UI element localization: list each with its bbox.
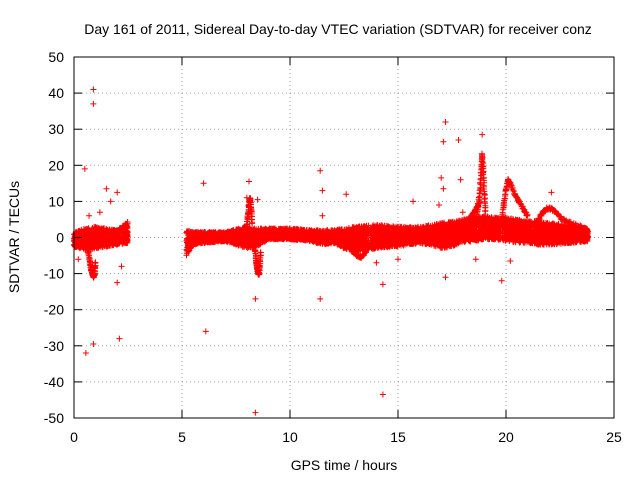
data-point: [185, 245, 192, 252]
data-point: [123, 222, 130, 229]
data-point: [100, 225, 107, 232]
data-point: [85, 235, 92, 242]
data-point: [116, 236, 123, 243]
chart-title: Day 161 of 2011, Sidereal Day-to-day VTE…: [84, 21, 592, 37]
data-point: [75, 237, 82, 244]
data-point: [114, 227, 121, 234]
data-point: [190, 241, 197, 247]
data-point: [109, 228, 116, 235]
data-point: [95, 238, 102, 245]
data-point: [95, 231, 102, 238]
data-point: [103, 239, 110, 245]
data-point: [116, 231, 123, 238]
data-point: [75, 230, 82, 237]
data-point: [76, 233, 83, 240]
data-point: [193, 230, 200, 237]
data-point: [104, 228, 111, 235]
data-points: [71, 86, 591, 416]
data-point: [104, 243, 111, 250]
data-point: [120, 227, 127, 234]
data-point: [185, 228, 192, 235]
data-point: [183, 252, 190, 259]
data-point: [120, 234, 127, 241]
